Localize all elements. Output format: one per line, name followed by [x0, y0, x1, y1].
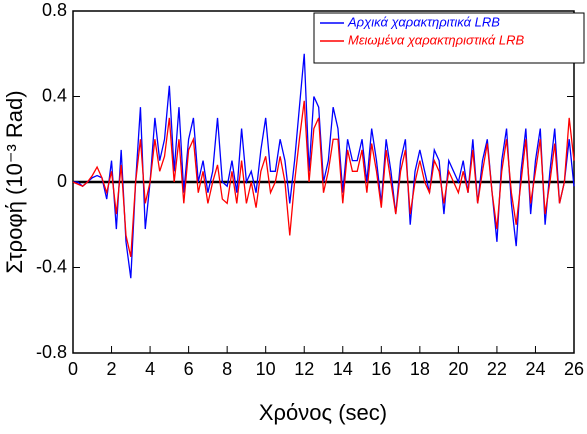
x-tick-label: 20 — [448, 359, 468, 379]
x-tick-label: 26 — [564, 359, 584, 379]
series-line — [73, 53, 575, 279]
x-tick-label: 2 — [107, 359, 117, 379]
y-tick-label: 0.4 — [42, 85, 67, 105]
y-tick-label: 0.8 — [42, 0, 67, 20]
x-tick-label: 24 — [525, 359, 545, 379]
series-line — [72, 100, 575, 257]
x-tick-label: 12 — [294, 359, 314, 379]
x-tick-label: 4 — [145, 359, 155, 379]
x-tick-label: 22 — [487, 359, 507, 379]
y-tick-label: -0.4 — [36, 256, 67, 276]
legend-label: Μειωμένα χαρακτηριστικά LRB — [348, 32, 525, 47]
x-tick-label: 14 — [333, 359, 353, 379]
x-axis-title: Χρόνος (sec) — [259, 400, 387, 425]
x-tick-label: 8 — [222, 359, 232, 379]
legend-box — [313, 12, 585, 64]
x-tick-label: 18 — [410, 359, 430, 379]
y-axis-title: Στροφή (10⁻³ Rad) — [2, 90, 27, 273]
y-tick-label: -0.8 — [36, 342, 67, 362]
x-tick-label: 10 — [256, 359, 276, 379]
x-tick-label: 0 — [68, 359, 78, 379]
legend-label: Αρχικά χαρακτηριτικά LRB — [347, 14, 500, 29]
x-tick-label: 6 — [184, 359, 194, 379]
x-tick-label: 16 — [371, 359, 391, 379]
y-tick-label: 0 — [57, 171, 67, 191]
